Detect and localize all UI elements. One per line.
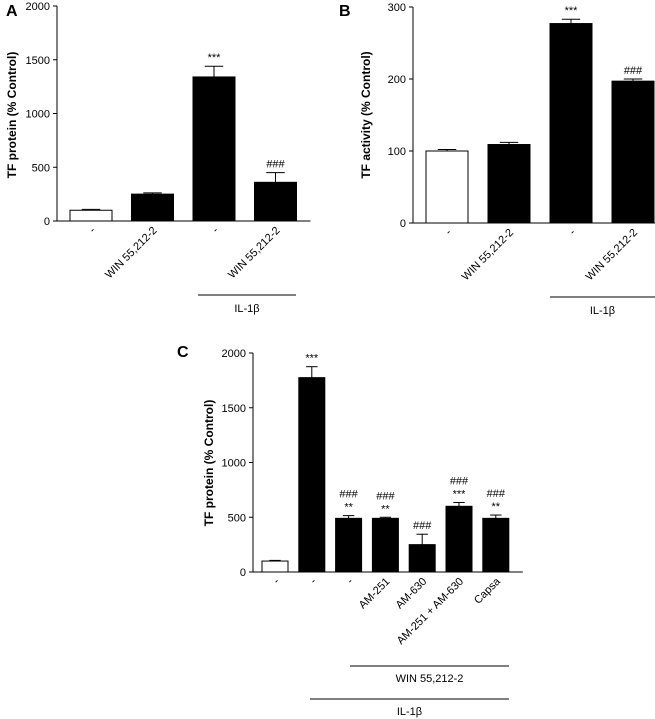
y-tick-label: 2000	[222, 348, 246, 360]
y-tick-label: 100	[388, 146, 406, 158]
y-axis-label: TF activity (% Control)	[359, 51, 373, 178]
panel-letter: B	[339, 3, 351, 20]
y-axis-label: TF protein (% Control)	[5, 52, 19, 179]
category-label: -	[210, 224, 221, 235]
y-tick-label: 1000	[222, 458, 246, 470]
category-label: WIN 55,212-2	[226, 225, 282, 281]
y-tick-label: 0	[240, 567, 246, 579]
significance-label: **	[381, 503, 390, 515]
bar	[611, 80, 655, 224]
category-label: -	[271, 575, 282, 586]
panel-letter: C	[177, 344, 189, 361]
y-tick-label: 0	[44, 216, 50, 228]
bar	[254, 181, 297, 222]
bar	[408, 544, 436, 573]
y-axis-label: TF protein (% Control)	[202, 400, 216, 527]
y-tick-label: 2000	[26, 1, 50, 13]
significance-label: ###	[450, 475, 469, 487]
bar	[261, 560, 289, 573]
significance-label: ###	[376, 490, 395, 502]
group-label: IL-1β	[397, 706, 422, 718]
category-label: WIN 55,212-2	[584, 227, 640, 283]
significance-label: ###	[413, 520, 432, 532]
panel-c: C TF protein (% Control) 0 500 1000 1500 2000 -…	[177, 344, 523, 718]
category-label: -	[87, 224, 98, 235]
category-label: AM-251 + AM-630	[395, 576, 466, 647]
significance-label: ###	[339, 489, 358, 501]
category-label: WIN 55,212-2	[103, 225, 159, 281]
significance-label: ***	[208, 52, 222, 64]
y-tick-label: 500	[228, 512, 246, 524]
bar	[298, 377, 326, 573]
category-label: -	[308, 575, 319, 586]
significance-label: ###	[487, 488, 506, 500]
bar	[192, 76, 236, 222]
bar	[371, 517, 399, 573]
bar	[425, 150, 469, 224]
significance-label: **	[344, 502, 353, 514]
group-label: WIN 55,212-2	[396, 673, 464, 685]
y-tick-label: 0	[400, 218, 406, 230]
bar	[487, 144, 531, 224]
y-tick-label: 1000	[26, 109, 50, 121]
significance-label: ***	[453, 488, 467, 500]
bar	[69, 209, 113, 222]
category-label: -	[345, 575, 356, 586]
category-label: AM-630	[394, 576, 430, 612]
significance-label: ###	[624, 65, 643, 77]
bar	[335, 517, 363, 573]
bar	[131, 193, 174, 222]
y-tick-label: 1500	[222, 403, 246, 415]
significance-label: ***	[305, 353, 319, 365]
panel-letter: A	[6, 3, 18, 20]
y-tick-label: 500	[32, 162, 50, 174]
bar	[445, 505, 473, 573]
y-tick-label: 200	[388, 74, 406, 86]
group-label: IL-1β	[234, 303, 259, 315]
category-label: Capsa	[472, 575, 504, 607]
y-tick-label: 1500	[26, 55, 50, 67]
significance-label: **	[492, 501, 501, 513]
category-label: AM-251	[357, 576, 393, 612]
panel-a: A TF protein (% Control) 0 500 1000 1500 2000 -…	[5, 1, 311, 315]
category-label: -	[443, 226, 454, 237]
category-label: WIN 55,212-2	[460, 227, 516, 283]
significance-label: ***	[565, 5, 579, 17]
category-label: -	[567, 226, 578, 237]
significance-label: ###	[266, 159, 285, 171]
bar	[482, 517, 510, 573]
y-tick-label: 300	[388, 2, 406, 14]
group-label: IL-1β	[590, 305, 615, 317]
bar	[549, 23, 593, 224]
